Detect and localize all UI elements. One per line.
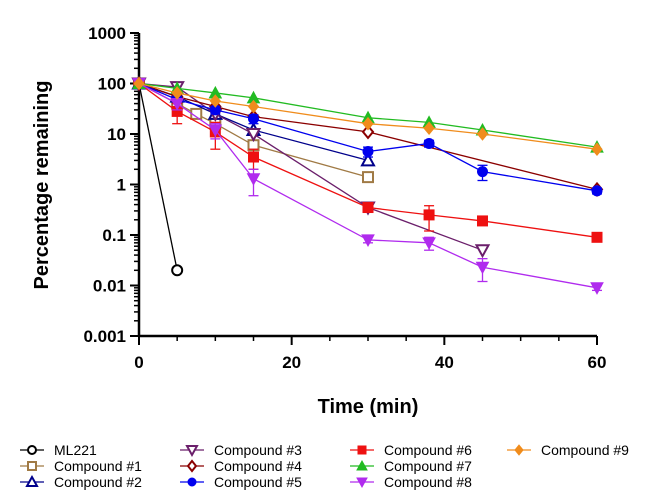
- legend-marker: [185, 445, 199, 458]
- data-point: [591, 142, 603, 156]
- data-point: [248, 151, 259, 163]
- data-point: [476, 127, 489, 141]
- x-tick-label: 20: [282, 353, 301, 372]
- chart-plot-area: [131, 75, 604, 295]
- y-tick-label: 1: [117, 176, 126, 195]
- legend-item-compound-4: Compound #4: [180, 458, 302, 474]
- data-point: [474, 244, 491, 259]
- y-tick-label: 10: [107, 125, 126, 144]
- legend-label: ML221: [54, 442, 97, 458]
- data-point: [362, 116, 374, 131]
- data-point: [362, 202, 374, 214]
- x-tick-label: 0: [134, 353, 143, 372]
- data-point: [423, 121, 435, 136]
- legend-label: Compound #1: [54, 458, 142, 474]
- series-line: [138, 82, 483, 251]
- legend-item-compound-2: Compound #2: [20, 474, 142, 490]
- chart-axes: 0.001 0.01 0.1 1 10 100 1000 0 20 40 60: [83, 24, 606, 372]
- legend-label: Compound #2: [54, 474, 142, 490]
- legend-label: Compound #5: [214, 474, 302, 490]
- data-point: [362, 146, 374, 158]
- legend-marker: [514, 444, 524, 456]
- series-line: [138, 82, 598, 150]
- legend-label: Compound #4: [214, 458, 302, 474]
- legend-label: Compound #3: [214, 442, 302, 458]
- data-point: [477, 215, 488, 227]
- y-tick-label: 0.1: [102, 226, 126, 245]
- data-point: [475, 261, 490, 275]
- series-line: [138, 82, 598, 192]
- series-compound-8: [132, 78, 604, 295]
- legend-marker: [27, 445, 37, 455]
- x-tick-label: 60: [588, 353, 607, 372]
- x-axis-title: Time (min): [318, 396, 419, 418]
- legend-marker: [356, 477, 368, 489]
- data-point: [208, 124, 223, 138]
- data-point: [171, 86, 183, 100]
- data-point: [248, 113, 259, 125]
- legend-item-compound-9: Compound #9: [507, 442, 629, 458]
- series-line: [138, 83, 178, 271]
- legend-marker: [357, 445, 367, 455]
- data-point: [246, 173, 261, 186]
- data-point: [361, 234, 375, 247]
- data-point: [245, 128, 262, 143]
- series-line: [138, 82, 598, 148]
- legend-item-compound-6: Compound #6: [350, 442, 472, 458]
- x-tick-label: 40: [435, 353, 454, 372]
- data-point: [423, 209, 435, 221]
- data-point: [133, 76, 145, 91]
- series-line: [138, 82, 598, 238]
- data-point: [591, 185, 603, 197]
- legend-label: Compound #7: [384, 458, 472, 474]
- data-point: [360, 152, 376, 167]
- data-point: [361, 124, 375, 140]
- legend-marker: [186, 459, 198, 473]
- data-point: [477, 166, 488, 178]
- y-tick-label: 1000: [88, 24, 126, 43]
- data-point: [422, 237, 436, 250]
- y-axis-title: Percentage remaining: [31, 81, 53, 290]
- data-point: [590, 282, 604, 295]
- legend-label: Compound #6: [384, 442, 472, 458]
- legend-item-compound-7: Compound #7: [350, 458, 472, 474]
- legend-marker: [356, 459, 368, 471]
- series-compound-9: [133, 76, 603, 156]
- legend-marker: [187, 477, 197, 487]
- series-compound-3: [131, 77, 491, 259]
- legend-label: Compound #9: [541, 442, 629, 458]
- legend-item-compound-1: Compound #1: [20, 458, 142, 474]
- series-line: [138, 82, 598, 289]
- legend-item-compound-5: Compound #5: [180, 474, 302, 490]
- legend-label: Compound #8: [384, 474, 472, 490]
- y-tick-label: 100: [98, 75, 126, 94]
- data-point: [423, 137, 435, 149]
- legend-marker: [27, 461, 37, 471]
- legend-marker: [25, 474, 39, 487]
- data-point: [209, 94, 221, 108]
- legend-item-compound-3: Compound #3: [180, 442, 302, 458]
- y-tick-label: 0.01: [93, 277, 126, 296]
- legend-item-compound-8: Compound #8: [350, 474, 472, 490]
- legend-item-ml221: ML221: [20, 442, 97, 458]
- data-point: [591, 231, 603, 243]
- y-tick-label: 0.001: [83, 327, 126, 346]
- series-line: [138, 82, 598, 191]
- data-point: [247, 99, 260, 114]
- data-point: [362, 171, 374, 184]
- data-point: [171, 264, 184, 277]
